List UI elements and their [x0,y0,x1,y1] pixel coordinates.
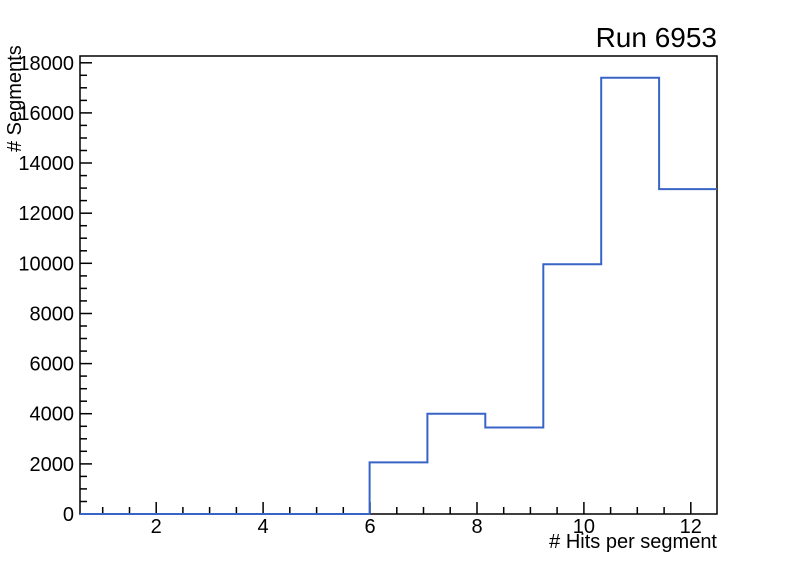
x-tick-label: 8 [471,516,482,538]
y-tick-labels: 0 2000 4000 6000 8000 10000 12000 14000 16000 180… [18,53,74,526]
y-tick-label: 8000 [30,304,75,326]
x-axis-ticks [101,502,692,514]
y-tick-label: 2000 [30,454,75,476]
plot-title: Run 6953 [595,22,717,53]
y-tick-label: 6000 [30,354,75,376]
y-tick-label: 10000 [18,253,74,275]
histogram-line [80,76,717,515]
y-axis-ticks [80,62,92,515]
x-tick-label: 6 [364,516,375,538]
y-tick-label: 16000 [18,103,74,125]
x-tick-label: 2 [151,516,162,538]
y-tick-label: 14000 [18,153,74,175]
x-tick-label: 10 [573,516,595,538]
x-axis-title: # Hits per segment [549,531,717,553]
y-tick-label: 0 [63,504,74,526]
y-tick-label: 12000 [18,203,74,225]
x-tick-label: 4 [258,516,269,538]
y-axis-title: # Segments [4,45,26,152]
plot-frame [79,55,718,515]
x-tick-labels: 2 4 6 8 10 12 [151,516,702,538]
y-tick-label: 18000 [18,53,74,75]
x-tick-label: 12 [680,516,702,538]
y-tick-label: 4000 [30,404,75,426]
